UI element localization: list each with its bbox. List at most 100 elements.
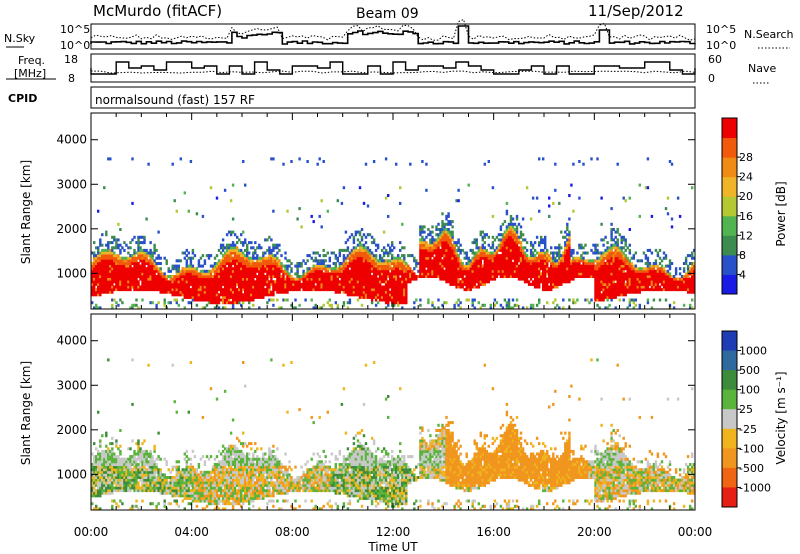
power-cell (425, 272, 428, 276)
power-cell (364, 295, 368, 299)
power-cell (344, 290, 348, 294)
nsky-tick-bottom: 10^0 (60, 39, 90, 52)
power-cell (217, 282, 221, 286)
power-cell (348, 301, 352, 305)
power-cell (133, 259, 136, 263)
power-cell (320, 199, 323, 203)
power-cell (356, 272, 360, 276)
power-cell (491, 269, 495, 273)
power-cell (316, 277, 319, 281)
power-cell (503, 220, 507, 224)
power-cell (348, 293, 352, 297)
power-cell (225, 277, 229, 281)
power-cell (600, 222, 603, 226)
power-cell (628, 282, 632, 286)
power-cell (282, 285, 285, 289)
power-cell (113, 238, 116, 242)
power-cell (366, 248, 370, 252)
power-cell (107, 157, 110, 161)
power-cell (554, 277, 557, 281)
power-cell (437, 241, 440, 245)
power-cell (513, 246, 517, 250)
power-cell (332, 272, 336, 276)
power-cell (391, 254, 394, 258)
power-cell (306, 160, 309, 164)
power-cell (564, 267, 567, 271)
power-cell (431, 235, 434, 239)
power-cell (600, 256, 603, 260)
power-cell (554, 306, 557, 309)
power-cell (689, 272, 692, 276)
power-cell (248, 280, 251, 284)
power-cell (626, 282, 629, 286)
power-cell (618, 280, 621, 284)
power-cell (574, 272, 577, 276)
power-cell (143, 267, 146, 271)
power-cell (411, 277, 414, 281)
power-cell (99, 306, 102, 309)
power-cell (507, 246, 511, 250)
power-cell (509, 248, 513, 252)
power-cell (151, 256, 154, 260)
power-cell (252, 254, 255, 258)
power-cell (370, 251, 374, 255)
power-cell (352, 241, 356, 245)
power-cell (540, 251, 543, 255)
power-cell (306, 272, 309, 276)
power-cell (616, 290, 619, 294)
power-cell (117, 277, 120, 281)
power-cell (103, 275, 106, 279)
power-cell (441, 254, 444, 258)
power-cell (429, 233, 432, 237)
power-cell (246, 293, 249, 297)
power-cell (560, 280, 563, 284)
power-cell (467, 264, 470, 268)
power-cell (272, 290, 275, 294)
power-cell (330, 269, 334, 273)
power-cell (252, 303, 255, 307)
power-cell (566, 269, 569, 273)
power-cell (213, 256, 217, 260)
power-cell (662, 285, 666, 289)
power-cell (312, 259, 315, 263)
power-cell (668, 280, 672, 284)
power-cell (225, 298, 229, 302)
power-cell (199, 295, 203, 299)
power-cell (691, 254, 694, 258)
power-cell (93, 262, 96, 266)
power-cell (358, 241, 362, 245)
power-cell (121, 280, 124, 284)
power-cell (483, 246, 487, 250)
power-cell (137, 262, 140, 266)
power-cell (191, 295, 195, 299)
power-cell (324, 275, 327, 279)
power-cell (546, 254, 549, 258)
power-cell (93, 254, 96, 258)
power-cell (664, 298, 668, 302)
power-cell (602, 290, 605, 294)
power-cell (328, 264, 332, 268)
power-cell (689, 277, 692, 281)
power-cell (366, 267, 370, 271)
power-cell (550, 288, 553, 292)
power-cell (507, 225, 511, 229)
power-cell (93, 272, 96, 276)
power-cell (391, 298, 394, 302)
power-cell (219, 246, 223, 250)
power-cell (672, 282, 676, 286)
power-cell (427, 275, 430, 279)
power-cell (499, 238, 503, 242)
power-cell (503, 235, 507, 239)
power-cell (282, 282, 285, 286)
power-cell (479, 282, 483, 286)
power-cell (105, 285, 108, 289)
power-cell (372, 264, 376, 268)
power-cell (523, 262, 527, 266)
power-cell (544, 267, 547, 271)
power-cell (344, 248, 348, 252)
power-cell (387, 262, 390, 266)
power-cell (610, 293, 613, 297)
power-cell (366, 275, 370, 279)
power-cell (399, 295, 402, 299)
power-cell (274, 264, 277, 268)
